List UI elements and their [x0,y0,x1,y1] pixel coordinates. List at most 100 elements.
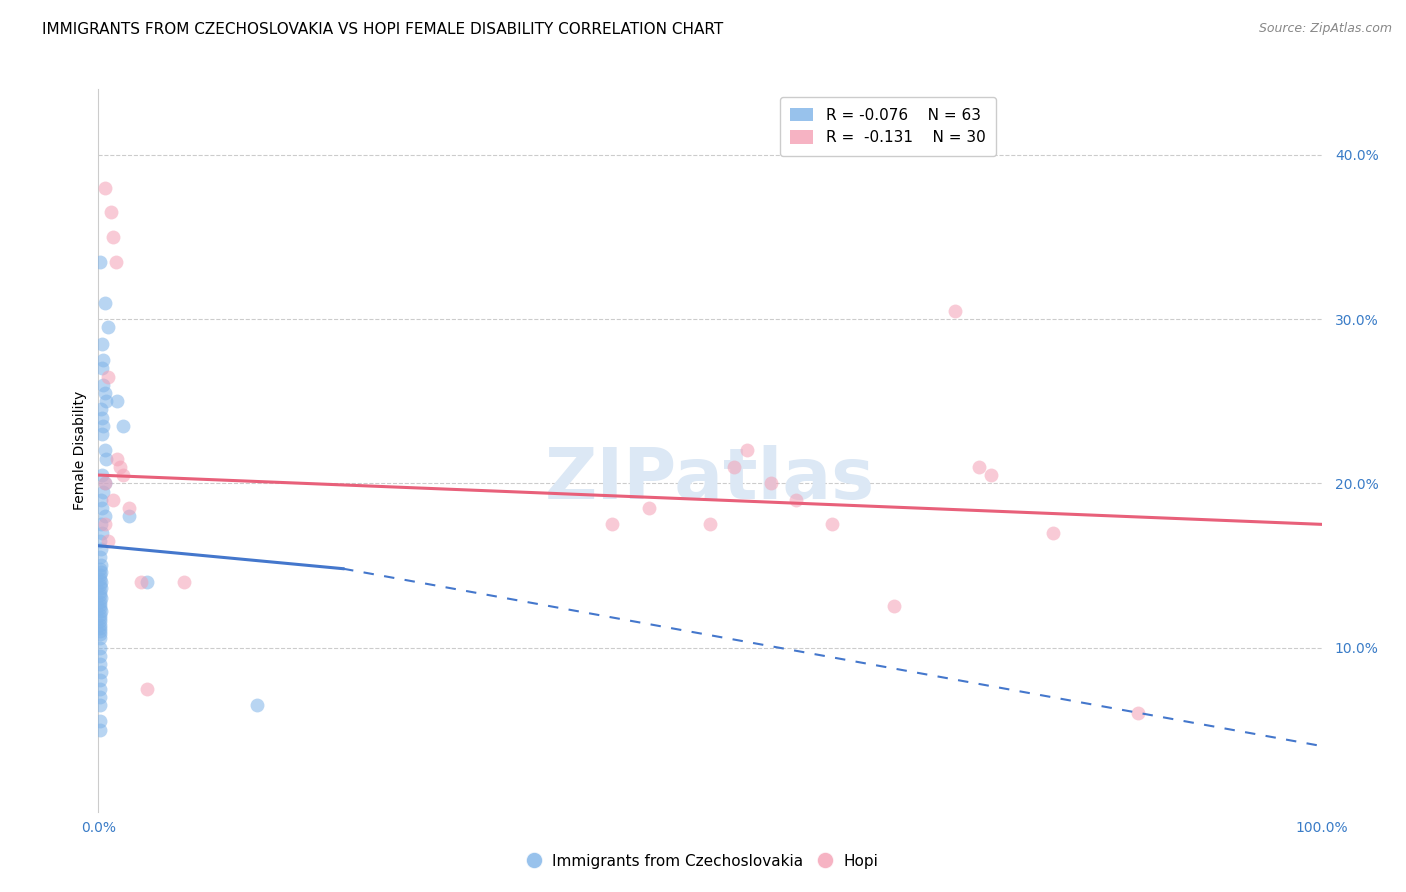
Point [89,550,111,565]
Point [967,459,990,474]
Point [89,657,111,671]
Point [89,627,111,641]
Point [90,591,112,606]
Point [89,601,111,615]
Point [89,578,111,592]
Point [93,386,115,401]
Point [118,500,141,515]
Point [90,558,112,573]
Point [699,517,721,532]
Point [111,418,134,433]
Point [91,484,114,499]
Point [89,584,111,599]
Point [93,509,115,524]
Point [100,205,122,219]
Point [89,624,111,639]
Point [118,509,141,524]
Point [101,492,124,507]
Point [173,574,195,589]
Point [89,611,111,625]
Text: Source: ZipAtlas.com: Source: ZipAtlas.com [1258,22,1392,36]
Point [89,594,111,608]
Point [104,254,127,268]
Point [89,562,111,576]
Point [89,723,111,737]
Point [89,617,111,632]
Point [93,180,115,194]
Point [89,648,111,663]
Point [94,394,117,409]
Point [90,517,112,532]
Point [723,459,745,474]
Point [91,353,114,368]
Point [637,500,661,515]
Point [821,517,844,532]
Point [97,533,120,548]
Point [1042,525,1064,540]
Point [89,631,111,645]
Point [93,295,115,310]
Point [91,410,114,425]
Point [111,468,134,483]
Point [89,621,111,635]
Point [89,714,111,729]
Point [91,525,114,540]
Point [89,568,111,582]
Point [91,427,114,442]
Point [980,468,1002,483]
Point [91,468,114,483]
Point [89,254,111,268]
Point [97,320,120,334]
Point [90,665,112,680]
Y-axis label: Female Disability: Female Disability [73,391,87,510]
Point [91,336,114,351]
Point [90,582,112,596]
Point [89,690,111,704]
Point [90,492,112,507]
Legend: Immigrants from Czechoslovakia, Hopi: Immigrants from Czechoslovakia, Hopi [522,848,884,875]
Point [105,451,128,466]
Point [129,574,152,589]
Point [600,517,623,532]
Point [136,681,159,696]
Point [89,607,111,622]
Point [90,541,112,556]
Point [89,681,111,696]
Point [89,673,111,688]
Legend: R = -0.076    N = 63, R =  -0.131    N = 30: R = -0.076 N = 63, R = -0.131 N = 30 [780,97,995,156]
Point [89,598,111,612]
Point [101,230,124,244]
Text: ZIPatlas: ZIPatlas [546,445,875,514]
Point [883,599,905,614]
Point [90,565,112,579]
Point [94,451,117,466]
Point [93,476,115,491]
Point [89,572,111,586]
Point [89,640,111,655]
Point [89,698,111,712]
Point [93,476,115,491]
Point [246,698,269,712]
Point [89,614,111,628]
Point [89,588,111,602]
Point [97,369,120,384]
Point [90,402,112,417]
Point [89,533,111,548]
Point [91,500,114,515]
Point [735,443,758,458]
Point [90,604,112,618]
Point [943,304,966,318]
Point [93,443,115,458]
Point [761,476,783,491]
Point [91,377,114,392]
Point [1128,706,1150,721]
Point [90,574,112,589]
Text: IMMIGRANTS FROM CZECHOSLOVAKIA VS HOPI FEMALE DISABILITY CORRELATION CHART: IMMIGRANTS FROM CZECHOSLOVAKIA VS HOPI F… [42,22,724,37]
Point [93,517,115,532]
Point [91,361,114,376]
Point [105,394,128,409]
Point [110,459,132,474]
Point [136,574,159,589]
Point [91,418,114,433]
Point [785,492,807,507]
